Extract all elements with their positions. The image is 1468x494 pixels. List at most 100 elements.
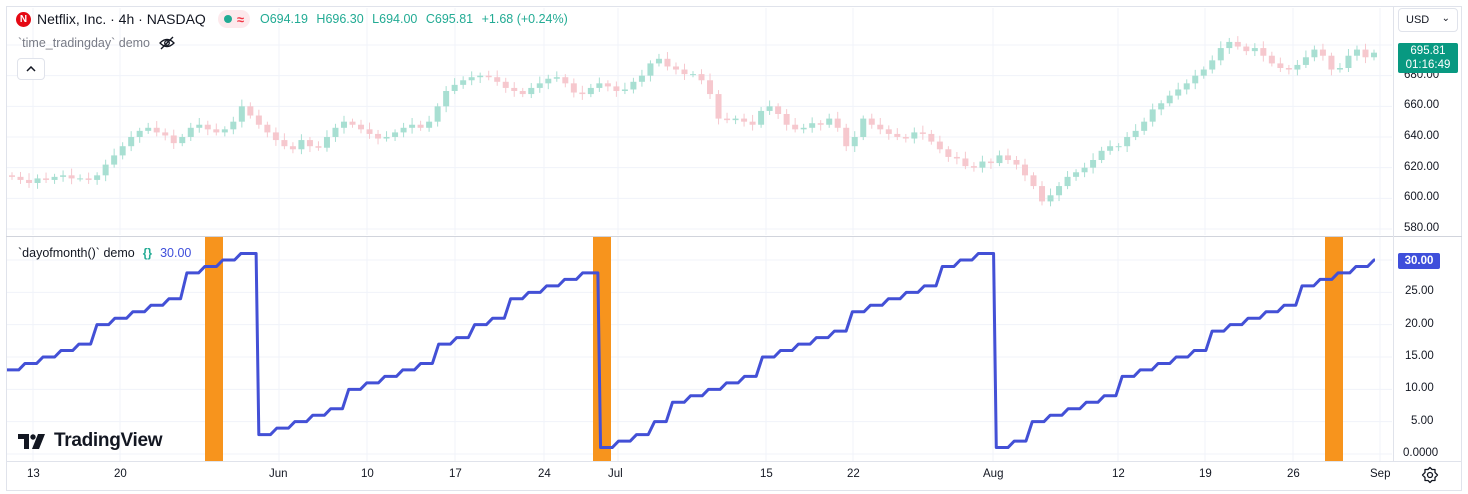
candle-body [1345, 55, 1352, 68]
candle-body [775, 106, 782, 114]
price-axis-label: 660.00 [1404, 99, 1440, 112]
outer-border [6, 6, 1462, 491]
candle-body [1090, 160, 1097, 168]
candle-body [860, 118, 867, 137]
time-axis-label: Jul [608, 468, 623, 480]
candle-body [187, 127, 194, 137]
candle-body [724, 118, 731, 121]
candle-body [1192, 75, 1199, 84]
candle-body [536, 83, 543, 88]
collapse-legend-button[interactable] [17, 58, 45, 80]
candles [9, 36, 1377, 207]
eye-hidden-icon[interactable] [158, 36, 176, 50]
candle-body [698, 74, 705, 81]
time-axis-label: 10 [361, 468, 374, 480]
symbol-title[interactable]: Netflix, Inc. · 4h · NASDAQ [37, 11, 206, 27]
indicator-value: 30.00 [160, 246, 192, 260]
candle-body [809, 123, 816, 128]
candle-body [468, 77, 475, 81]
candle-body [962, 158, 969, 167]
candle-body [1183, 83, 1190, 90]
candle-body [979, 161, 986, 168]
time-axis-label: 12 [1112, 468, 1125, 480]
candle-body [443, 91, 450, 107]
candle-body [528, 87, 535, 95]
currency-button[interactable]: USD ⌄ [1398, 8, 1458, 32]
highlight-bars [205, 237, 1343, 461]
candle-body [1243, 46, 1250, 52]
candle-body [306, 140, 313, 147]
candle-body [885, 129, 892, 134]
open-value: O694.19 [259, 12, 308, 26]
indicator-axis-label: 0.0000 [1403, 447, 1439, 459]
candle-body [1234, 41, 1241, 47]
candle-body [911, 132, 918, 139]
candle-body [672, 66, 679, 70]
candle-body [545, 78, 552, 84]
indicator-axis-label: 15.00 [1405, 350, 1434, 362]
candle-body [119, 146, 126, 156]
candle-body [1209, 60, 1216, 70]
candle-body [153, 127, 160, 133]
candle-body [1268, 55, 1275, 64]
candle-body [587, 87, 594, 95]
candle-body [945, 149, 952, 157]
candle-body [1115, 146, 1122, 148]
candle-body [681, 69, 688, 75]
time-tradingday-title[interactable]: `time_tradingday` demo [18, 36, 151, 50]
candle-body [1149, 109, 1156, 122]
candle-body [26, 179, 33, 183]
candle-body [553, 77, 560, 79]
candle-body [332, 127, 339, 137]
candle-body [477, 75, 484, 78]
last-price-tag: 695.81 01:16:49 [1398, 43, 1458, 73]
tradingview-logo-icon [18, 434, 45, 449]
market-status-pill[interactable]: ≈ [217, 10, 250, 28]
price-axis-label: 620.00 [1404, 160, 1440, 173]
price-axis-label: 640.00 [1404, 130, 1440, 142]
indicator-grid [7, 237, 1392, 461]
candle-body [1132, 130, 1139, 137]
candle-body [894, 133, 901, 137]
chevron-up-icon [26, 66, 36, 72]
ohlc-values: O694.19 H696.30 L694.00 C695.81 +1.68 (+… [260, 12, 573, 26]
candle-body [392, 132, 399, 137]
tradingview-watermark[interactable]: TradingView [18, 430, 163, 452]
settings-gear-icon[interactable] [1421, 466, 1439, 484]
price-grid [7, 8, 1392, 235]
candle-body [996, 155, 1003, 164]
indicator-legend: `dayofmonth()` demo {} 30.00 [18, 246, 191, 260]
last-price: 695.81 [1410, 45, 1446, 57]
candle-body [1319, 49, 1326, 56]
candle-body [877, 124, 884, 130]
candle-body [383, 137, 390, 139]
candle-body [766, 106, 773, 111]
candle-body [1353, 49, 1360, 56]
candle-body [1260, 48, 1267, 56]
candle-body [349, 121, 356, 125]
candle-body [1371, 52, 1377, 58]
candle-body [375, 133, 382, 139]
candle-body [434, 106, 441, 122]
time-axis-label: 26 [1287, 468, 1300, 480]
candle-body [519, 91, 526, 95]
candle-body [902, 137, 909, 139]
candle-body [953, 156, 960, 159]
candle-body [596, 83, 603, 88]
candle-body [604, 83, 611, 87]
time-axis-label: 13 [27, 468, 40, 480]
candle-body [732, 118, 739, 121]
candle-body [1124, 137, 1131, 147]
highlight-bar [205, 237, 223, 461]
bar-countdown: 01:16:49 [1405, 59, 1451, 71]
candle-body [1056, 186, 1063, 196]
time-axis-label: 15 [760, 468, 773, 480]
candle-body [60, 175, 67, 177]
candle-body [1030, 175, 1037, 187]
candle-body [792, 124, 799, 130]
candle-body [1362, 49, 1369, 58]
dayofmonth-title[interactable]: `dayofmonth()` demo [18, 246, 135, 260]
braces-icon[interactable]: {} [142, 246, 153, 260]
candle-body [204, 124, 211, 130]
